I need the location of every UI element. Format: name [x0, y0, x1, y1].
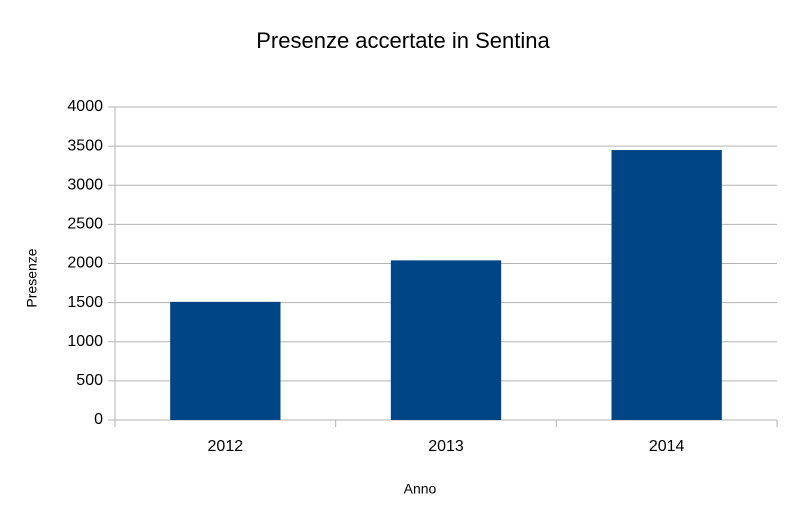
y-axis-title: Presenze [24, 248, 40, 307]
x-axis-title: Anno [404, 481, 437, 497]
y-tick-label: 2000 [67, 255, 103, 272]
y-tick-label: 1000 [67, 333, 103, 350]
y-tick-label: 500 [76, 372, 103, 389]
y-tick-label: 4000 [67, 98, 103, 115]
y-tick-label: 1500 [67, 294, 103, 311]
y-tick-label: 0 [94, 411, 103, 428]
bar [390, 260, 502, 420]
bar [170, 301, 281, 420]
y-tick-label: 2500 [67, 216, 103, 233]
x-tick-label: 2012 [208, 438, 244, 455]
chart-title: Presenze accertate in Sentina [256, 28, 550, 53]
y-tick-label: 3000 [67, 176, 103, 193]
x-tick-label: 2013 [428, 438, 464, 455]
y-tick-label: 3500 [67, 137, 103, 154]
bar [611, 150, 722, 420]
x-tick-label: 2014 [649, 438, 685, 455]
